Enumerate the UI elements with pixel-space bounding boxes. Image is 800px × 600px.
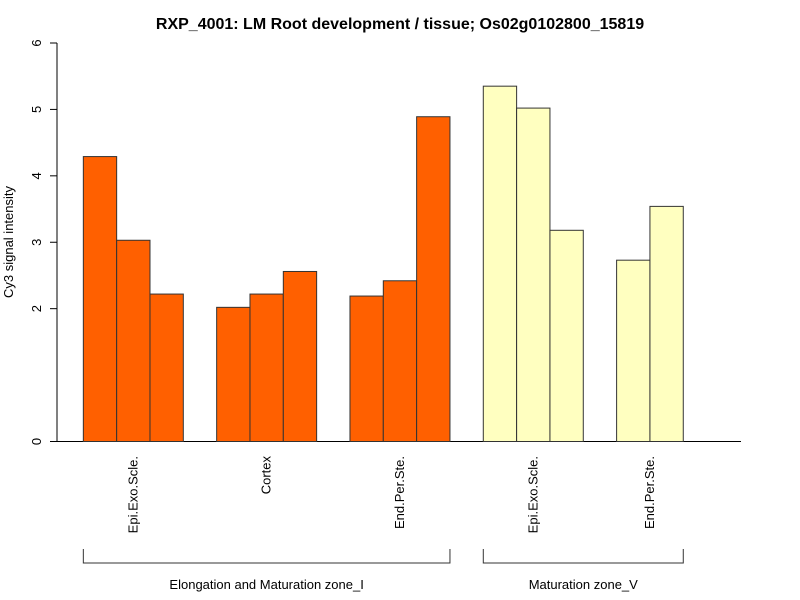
x-tick-label: Epi.Exo.Scle. [525,456,540,533]
bars [82,85,684,443]
x-tick-label: Cortex [259,456,274,495]
y-tick-label: 6 [29,39,44,46]
bar [349,295,384,442]
y-tick-label: 3 [29,239,44,246]
zone-brackets: Elongation and Maturation zone_I Maturati… [82,549,684,592]
x-tick-labels: Epi.Exo.Scle. Cortex End.Per.Ste. Epi.Exo.S… [125,456,657,534]
bar [149,293,184,442]
chart-title: RXP_4001: LM Root development / tissue; … [156,16,644,33]
y-tick-label: 4 [29,172,44,179]
bar [216,306,251,443]
bar [416,116,451,442]
y-axis-label: Cy3 signal intensity [1,186,16,298]
y-tick-label: 0 [29,438,44,445]
bar [382,280,418,442]
y-tick-label: 5 [29,106,44,113]
bar [249,293,284,442]
bar [516,107,551,442]
zone-label: Maturation zone_V [529,577,638,592]
zone-bracket [82,549,451,564]
bar [282,270,318,442]
zone-label: Elongation and Maturation zone_I [169,577,363,592]
x-tick-label: Epi.Exo.Scle. [125,456,140,533]
bar [649,205,684,442]
bar [482,85,518,442]
bar [616,259,651,442]
y-tick-label: 2 [29,305,44,312]
bar [549,229,584,442]
bar [116,239,151,442]
x-tick-label: End.Per.Ste. [392,456,407,529]
bar [82,156,118,442]
zone-bracket [482,549,684,564]
x-tick-label: End.Per.Ste. [642,456,657,529]
